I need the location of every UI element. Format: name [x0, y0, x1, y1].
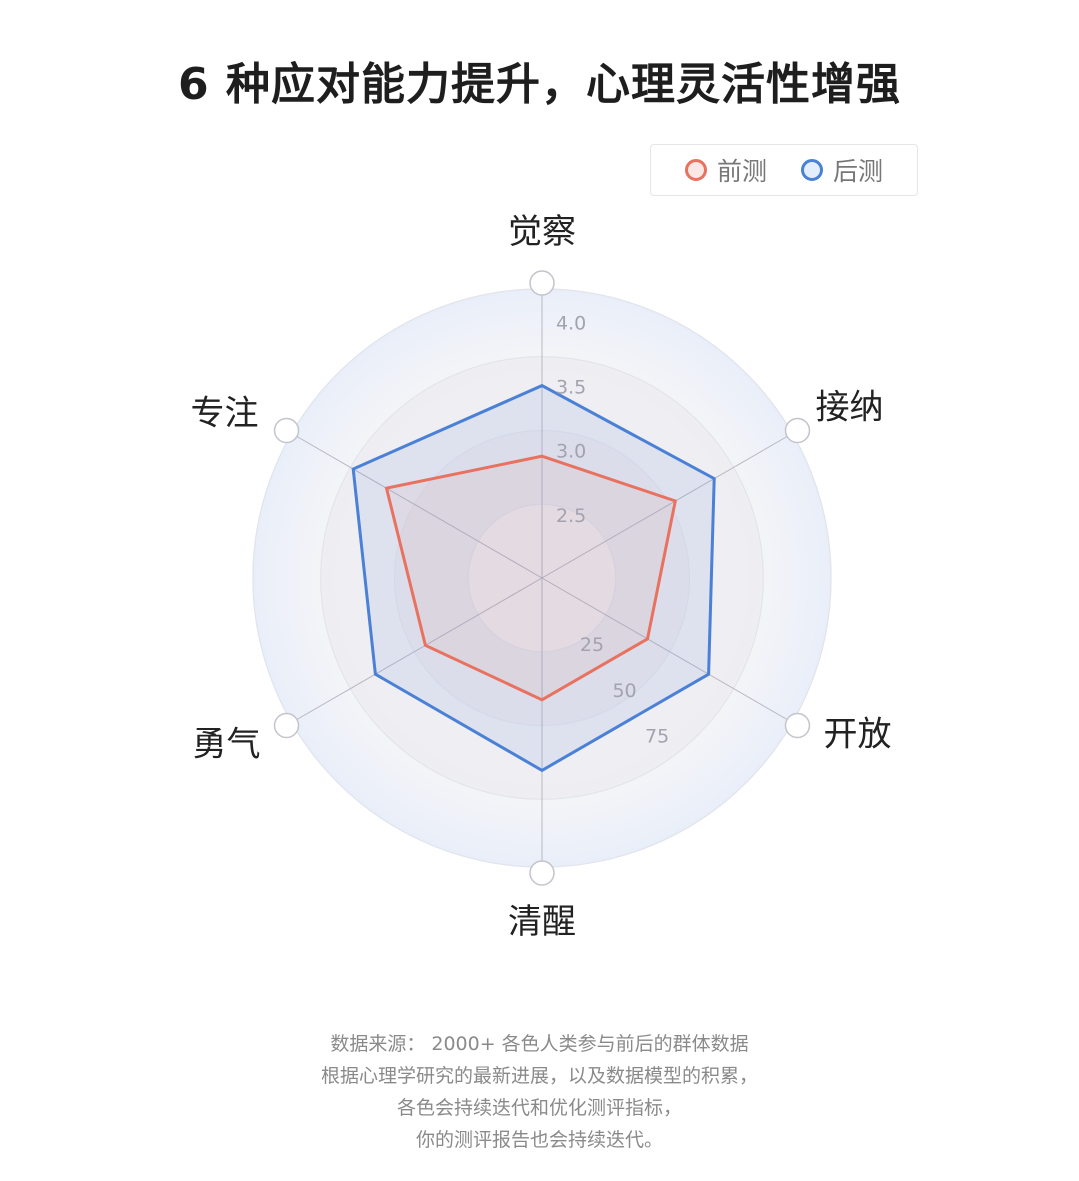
secondary-tick-label: 75	[645, 725, 669, 747]
radial-tick-label: 4.0	[556, 312, 586, 334]
data-source-note: 数据来源： 2000+ 各色人类参与前后的群体数据 根据心理学研究的最新进展，以…	[0, 1028, 1079, 1156]
radial-tick-label: 3.0	[556, 441, 586, 463]
indicator-label: 勇气	[193, 725, 261, 765]
source-line: 数据来源： 2000+ 各色人类参与前后的群体数据	[0, 1028, 1079, 1060]
source-line: 你的测评报告也会持续迭代。	[0, 1124, 1079, 1156]
axis-end-node	[785, 419, 809, 443]
axis-end-node	[275, 419, 299, 443]
axis-end-node	[530, 861, 554, 885]
indicator-label: 接纳	[815, 388, 883, 428]
axis-end-node	[785, 714, 809, 738]
indicator-label: 开放	[823, 715, 891, 755]
radial-tick-label: 2.5	[556, 505, 586, 527]
secondary-tick-label: 25	[580, 634, 604, 656]
source-line: 各色会持续迭代和优化测评指标，	[0, 1092, 1079, 1124]
secondary-tick-label: 50	[612, 680, 636, 702]
indicator-label: 觉察	[508, 212, 576, 252]
source-line: 根据心理学研究的最新进展，以及数据模型的积累，	[0, 1060, 1079, 1092]
axis-end-node	[275, 714, 299, 738]
indicator-label: 清醒	[508, 902, 576, 942]
radial-tick-label: 3.5	[556, 377, 586, 399]
axis-end-node	[530, 271, 554, 295]
indicator-label: 专注	[191, 394, 259, 434]
